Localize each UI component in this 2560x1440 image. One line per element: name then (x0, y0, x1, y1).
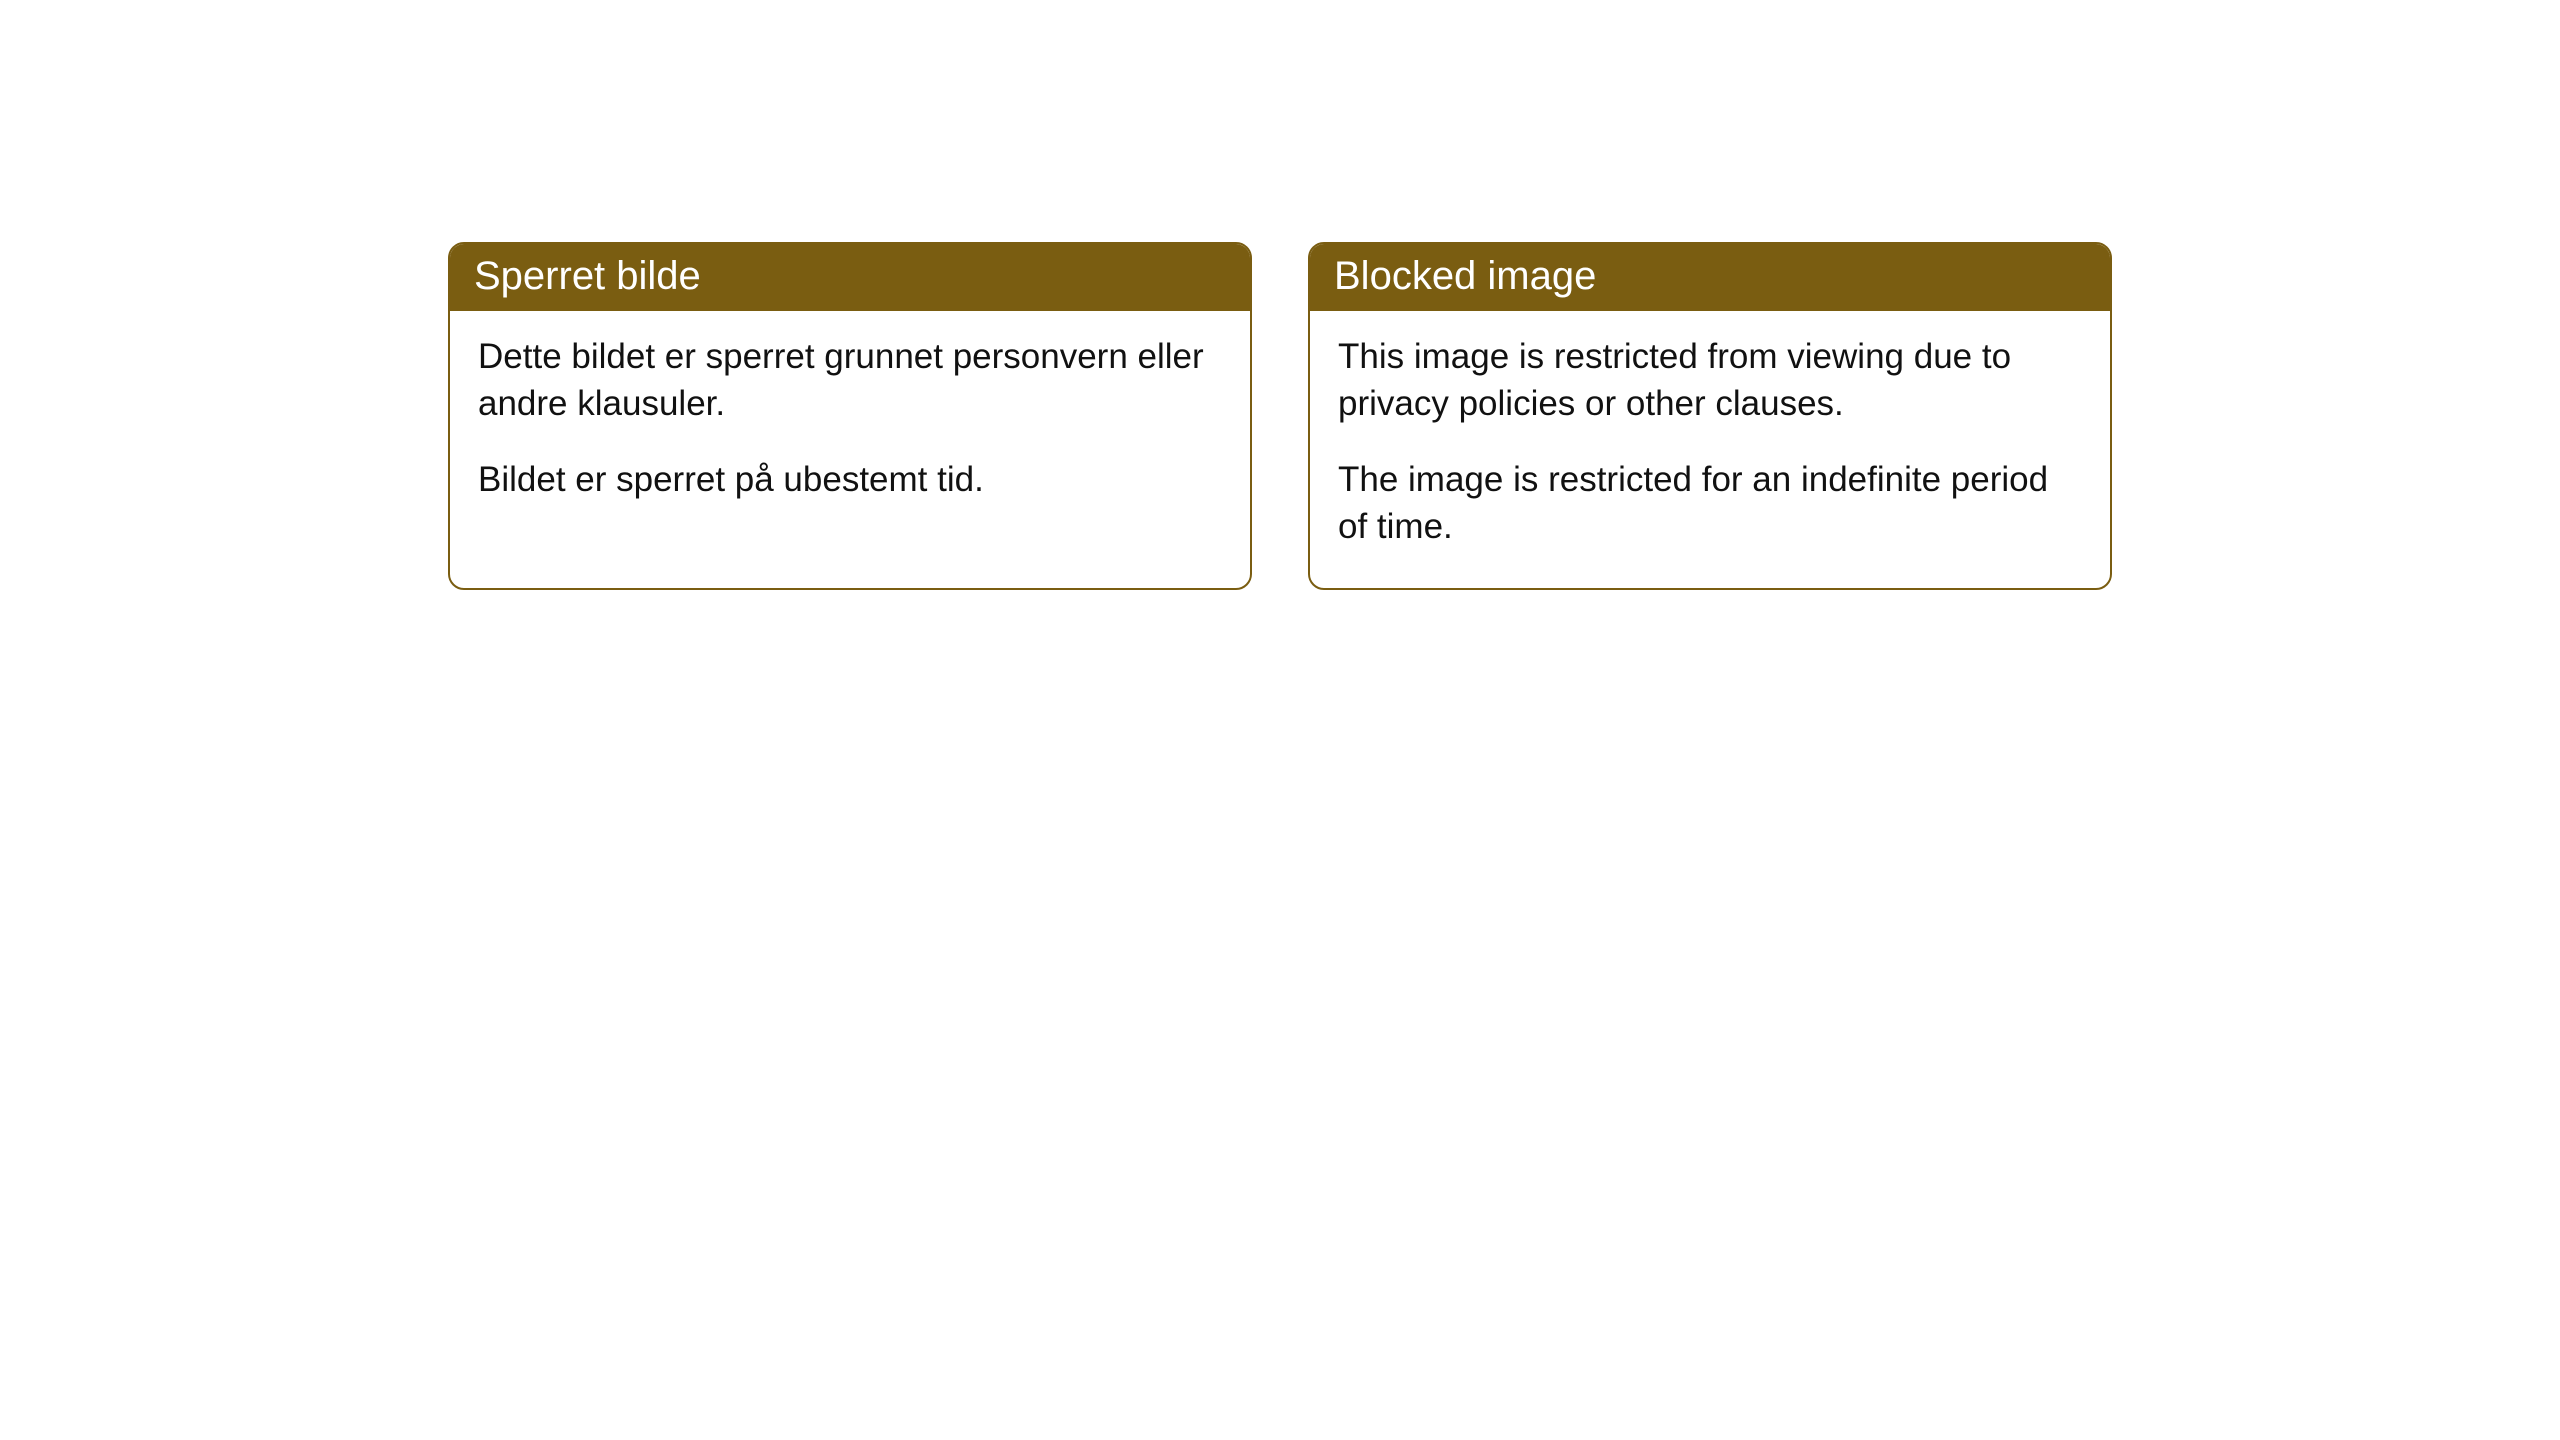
card-paragraph-2: Bildet er sperret på ubestemt tid. (478, 456, 1222, 503)
card-header: Sperret bilde (450, 244, 1250, 311)
card-paragraph-2: The image is restricted for an indefinit… (1338, 456, 2082, 551)
blocked-image-card-norwegian: Sperret bilde Dette bildet er sperret gr… (448, 242, 1252, 590)
card-body: This image is restricted from viewing du… (1310, 311, 2110, 588)
notice-cards-container: Sperret bilde Dette bildet er sperret gr… (448, 242, 2112, 590)
card-title: Sperret bilde (474, 254, 701, 298)
card-title: Blocked image (1334, 254, 1596, 298)
card-header: Blocked image (1310, 244, 2110, 311)
blocked-image-card-english: Blocked image This image is restricted f… (1308, 242, 2112, 590)
card-body: Dette bildet er sperret grunnet personve… (450, 311, 1250, 541)
card-paragraph-1: Dette bildet er sperret grunnet personve… (478, 333, 1222, 428)
card-paragraph-1: This image is restricted from viewing du… (1338, 333, 2082, 428)
